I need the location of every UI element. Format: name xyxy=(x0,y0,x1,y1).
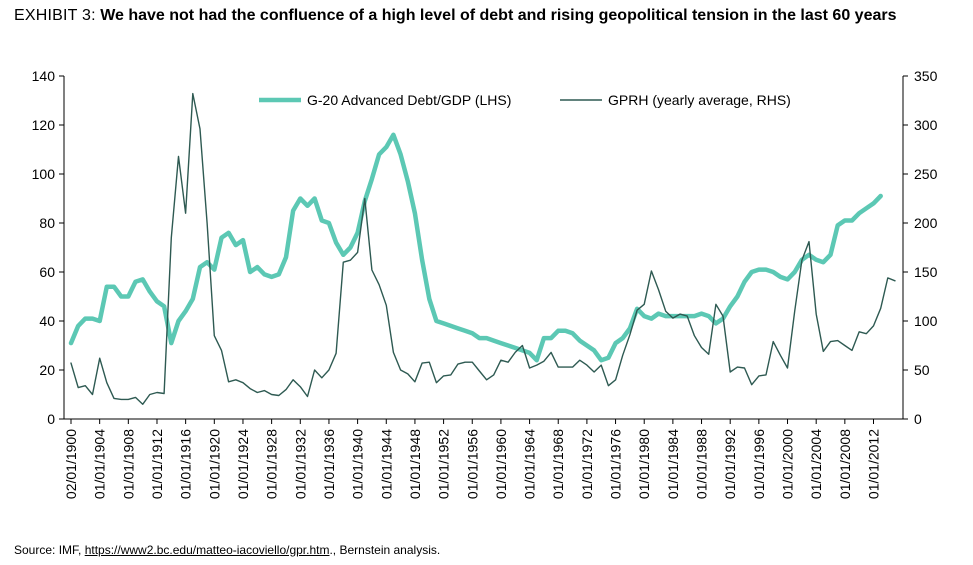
left-tick-label: 0 xyxy=(47,411,55,427)
x-tick-label: 01/01/1988 xyxy=(694,429,710,499)
x-tick-label: 01/01/1916 xyxy=(178,429,194,499)
x-tick-label: 01/01/1912 xyxy=(149,429,165,499)
x-tick-label: 01/01/1908 xyxy=(120,429,136,499)
exhibit-label: EXHIBIT 3: xyxy=(14,7,96,24)
x-tick-label: 01/01/1944 xyxy=(378,429,394,499)
right-tick-label: 0 xyxy=(914,411,922,427)
line-chart: 0 20 40 60 80 100 120 140 0 50 100 150 200 250 300 350 0… xyxy=(32,68,938,499)
left-tick-label: 140 xyxy=(32,68,56,84)
x-tick-label: 01/01/1956 xyxy=(464,429,480,499)
x-tick-label: 01/01/2004 xyxy=(808,429,824,499)
debt-series-line xyxy=(68,132,883,363)
source-prefix: Source: IMF, xyxy=(14,543,85,557)
x-tick-label: 01/01/1936 xyxy=(321,429,337,499)
x-tick-label: 01/01/1952 xyxy=(436,429,452,499)
x-tick-label: 01/01/2012 xyxy=(866,429,882,499)
x-tick-label: 01/01/2000 xyxy=(780,429,796,499)
x-tick-label: 01/01/1972 xyxy=(579,429,595,499)
x-tick-label: 01/01/1964 xyxy=(522,429,538,499)
chart-title: EXHIBIT 3: We have not had the confluenc… xyxy=(14,4,964,28)
right-tick-label: 150 xyxy=(914,264,938,280)
left-tick-label: 20 xyxy=(39,362,55,378)
x-tick-label: 01/01/2008 xyxy=(837,429,853,499)
source-note: Source: IMF, https://www2.bc.edu/matteo-… xyxy=(14,543,440,557)
x-tick-label: 01/01/1904 xyxy=(92,429,108,499)
left-tick-label: 120 xyxy=(32,117,56,133)
right-tick-label: 100 xyxy=(914,313,938,329)
x-tick-label: 01/01/1948 xyxy=(407,429,423,499)
left-tick-label: 40 xyxy=(39,313,55,329)
x-tick-label: 01/01/1968 xyxy=(550,429,566,499)
x-tick-label: 01/01/1960 xyxy=(493,429,509,499)
x-tick-label: 01/01/1976 xyxy=(608,429,624,499)
x-tick-label: 01/01/1940 xyxy=(350,429,366,499)
x-tick-label: 01/01/1932 xyxy=(292,429,308,499)
x-tick-label: 01/01/1924 xyxy=(235,429,251,499)
source-suffix: ., Bernstein analysis. xyxy=(329,543,441,557)
right-tick-label: 50 xyxy=(914,362,930,378)
x-tick-label: 01/01/1992 xyxy=(722,429,738,499)
x-tick-label: 02/01/1900 xyxy=(63,429,79,499)
gprh-series-line xyxy=(70,92,896,405)
right-tick-label: 200 xyxy=(914,215,938,231)
right-tick-label: 300 xyxy=(914,117,938,133)
left-tick-label: 100 xyxy=(32,166,56,182)
x-tick-label: 01/01/1928 xyxy=(264,429,280,499)
right-tick-label: 250 xyxy=(914,166,938,182)
legend-gprh-label: GPRH (yearly average, RHS) xyxy=(608,92,791,108)
x-tick-label: 01/01/1984 xyxy=(665,429,681,499)
right-tick-label: 350 xyxy=(914,68,938,84)
x-tick-label: 01/01/1920 xyxy=(206,429,222,499)
legend-debt-label: G-20 Advanced Debt/GDP (LHS) xyxy=(307,92,511,108)
x-tick-label: 01/01/1980 xyxy=(636,429,652,499)
left-tick-label: 80 xyxy=(39,215,55,231)
left-tick-label: 60 xyxy=(39,264,55,280)
exhibit-title: We have not had the confluence of a high… xyxy=(100,7,897,24)
source-link[interactable]: https://www2.bc.edu/matteo-iacoviello/gp… xyxy=(84,543,330,557)
x-tick-label: 01/01/1996 xyxy=(751,429,767,499)
